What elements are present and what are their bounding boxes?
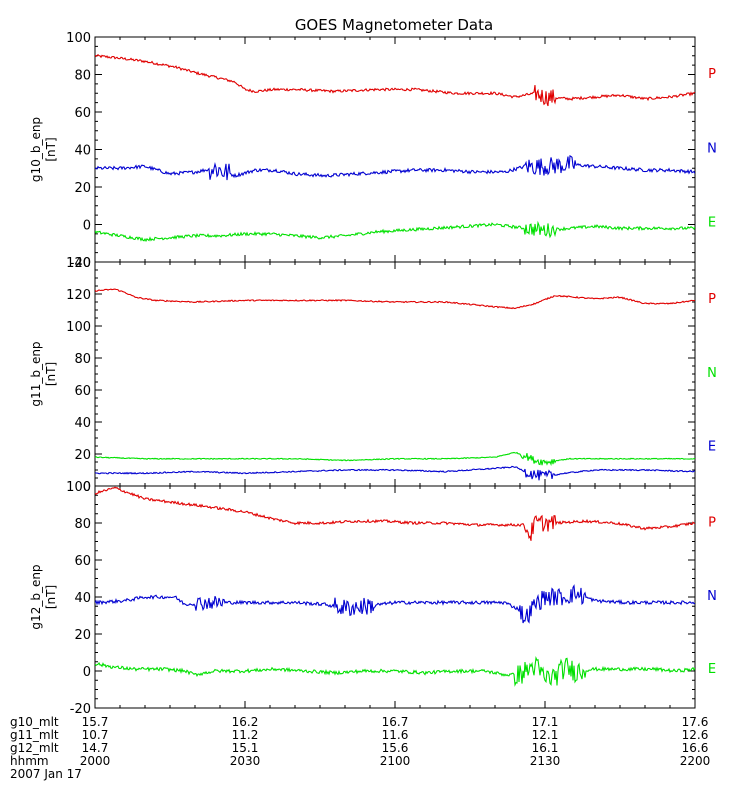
info-row-value: 11.2 — [232, 728, 259, 742]
series-line-e — [95, 220, 695, 243]
panel-3: -20 0 20 40 60 80 100 g12_b_enp [nT] P N E — [29, 480, 717, 717]
info-row-label: g11_mlt — [10, 728, 59, 742]
y-tick-label: 100 — [66, 480, 91, 495]
y-tick-label: -20 — [70, 256, 91, 271]
panel-2: 0 20 40 60 80 100 120 140 g11_b_enp [nT] P N E — [29, 256, 717, 495]
y-tick-label: 0 — [83, 665, 91, 680]
series-label-p: P — [708, 516, 716, 531]
info-row-value: 17.6 — [682, 715, 709, 729]
series-label-e: E — [708, 216, 716, 231]
info-row-value: 15.6 — [382, 741, 409, 755]
y-tick-label: 0 — [83, 219, 91, 234]
y-tick-label: -20 — [70, 702, 91, 717]
series-line-n — [95, 451, 695, 467]
info-row-value: 10.7 — [82, 728, 109, 742]
panel-frame — [94, 485, 696, 709]
info-row-label: g10_mlt — [10, 715, 59, 729]
y-axis-label: g11_b_enp — [29, 341, 43, 406]
y-tick-label: 60 — [74, 384, 91, 399]
info-row-value: 16.7 — [382, 715, 409, 729]
panel-1: -20 0 20 40 60 80 100 g10_b_enp [nT] P N E — [29, 31, 717, 271]
series-label-n: N — [707, 366, 717, 381]
info-row-value: 2130 — [530, 754, 561, 768]
info-row-value: 17.1 — [532, 715, 559, 729]
info-row-value: 2100 — [380, 754, 411, 768]
y-tick-label: 60 — [74, 554, 91, 569]
info-row-value: 16.2 — [232, 715, 259, 729]
y-tick-label: 80 — [74, 517, 91, 532]
info-row-value: 14.7 — [82, 741, 109, 755]
series-label-p: P — [708, 67, 716, 82]
series-line-p — [95, 53, 695, 107]
y-tick-label: 120 — [66, 288, 91, 303]
y-tick-label: 80 — [74, 352, 91, 367]
series-label-e: E — [708, 440, 716, 455]
y-tick-label: 80 — [74, 69, 91, 84]
series-label-p: P — [708, 292, 716, 307]
info-row-value: 15.1 — [232, 741, 259, 755]
info-row-value: 16.1 — [532, 741, 559, 755]
info-row-value: 11.6 — [382, 728, 409, 742]
series-line-n — [95, 584, 695, 624]
info-row-value: 2000 — [80, 754, 111, 768]
series-line-e — [95, 465, 695, 481]
series-label-n: N — [707, 141, 717, 156]
series-line-n — [95, 155, 695, 181]
info-row-label: hhmm — [10, 754, 49, 768]
y-tick-label: 40 — [74, 591, 91, 606]
series-label-e: E — [708, 662, 716, 677]
y-axis-unit: [nT] — [44, 585, 58, 609]
y-tick-label: 40 — [74, 144, 91, 159]
info-row-value: 2030 — [230, 754, 261, 768]
series-line-p — [95, 486, 695, 541]
series-line-p — [95, 288, 695, 310]
y-tick-label: 100 — [66, 31, 91, 46]
y-tick-label: 20 — [74, 448, 91, 463]
info-row-value: 12.1 — [532, 728, 559, 742]
y-tick-label: 60 — [74, 106, 91, 121]
panel-frame — [94, 261, 696, 487]
series-label-n: N — [707, 589, 717, 604]
info-row-value: 12.6 — [682, 728, 709, 742]
y-tick-label: 0 — [83, 480, 91, 495]
info-row-value: 2200 — [680, 754, 711, 768]
date-label: 2007 Jan 17 — [10, 767, 82, 781]
y-axis-unit: [nT] — [44, 362, 58, 386]
chart-title: GOES Magnetometer Data — [295, 16, 493, 34]
info-row-value: 15.7 — [82, 715, 109, 729]
y-axis-unit: [nT] — [44, 137, 58, 161]
y-axis-label: g10_b_enp — [29, 117, 43, 182]
y-tick-label: 40 — [74, 416, 91, 431]
info-row-value: 16.6 — [682, 741, 709, 755]
info-row-label: g12_mlt — [10, 741, 59, 755]
series-line-e — [95, 656, 695, 687]
y-tick-label: 20 — [74, 628, 91, 643]
y-tick-label: 140 — [66, 256, 91, 271]
y-tick-label: 20 — [74, 181, 91, 196]
y-tick-label: 100 — [66, 320, 91, 335]
y-axis-label: g12_b_enp — [29, 564, 43, 629]
